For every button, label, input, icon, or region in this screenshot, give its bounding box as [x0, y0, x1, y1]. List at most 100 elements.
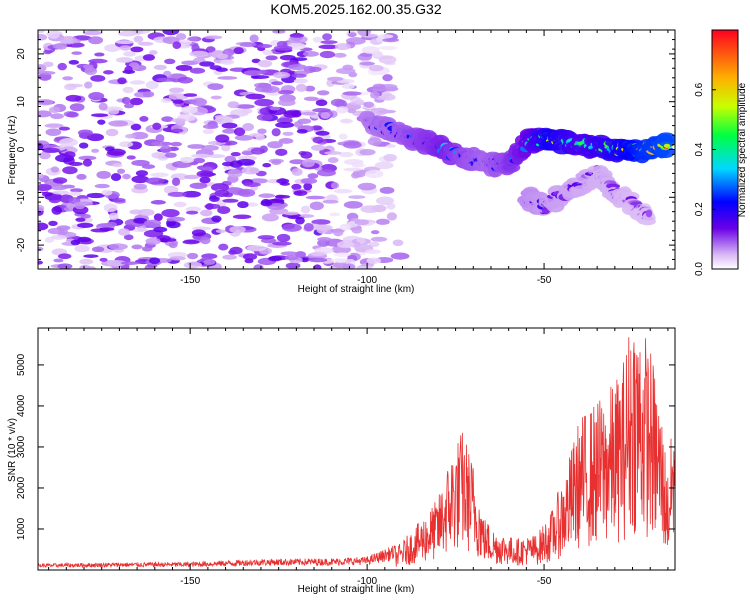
heatmap-cell	[56, 225, 71, 231]
heatmap-cell	[172, 41, 182, 50]
heatmap-cell	[253, 264, 264, 269]
heatmap-cell	[150, 172, 169, 178]
y-tick-label: 2000	[16, 476, 27, 499]
heatmap-cell	[200, 237, 211, 245]
heatmap-cell	[343, 200, 363, 209]
x-tick-label: -50	[537, 576, 552, 587]
heatmap-cell	[151, 141, 168, 147]
heatmap-cell	[262, 49, 273, 56]
heatmap-cell	[265, 55, 278, 61]
heatmap-cell	[84, 67, 98, 76]
heatmap-cell	[169, 87, 185, 93]
heatmap-cell	[375, 196, 395, 206]
heatmap-cell	[117, 168, 126, 174]
heatmap-cell	[199, 61, 215, 67]
heatmap-cell	[204, 35, 223, 40]
heatmap-cell	[142, 91, 155, 98]
heatmap-cell	[312, 36, 323, 43]
heatmap-cell	[275, 122, 295, 129]
heatmap-cell	[338, 133, 348, 140]
heatmap-cell	[282, 131, 294, 136]
heatmap-cell	[317, 236, 332, 242]
heatmap-cell	[295, 216, 305, 225]
heatmap-cell	[293, 78, 308, 84]
heatmap-cell	[246, 245, 267, 252]
heatmap-cell	[62, 166, 78, 175]
heatmap-cell	[52, 177, 68, 184]
heatmap-cell	[122, 173, 131, 180]
heatmap-cell	[153, 64, 167, 70]
heatmap-cell	[250, 147, 265, 155]
x-tick-label: -100	[357, 275, 377, 286]
heatmap-cell	[368, 241, 380, 248]
heatmap-cell	[65, 94, 82, 102]
heatmap-cell	[217, 206, 231, 214]
heatmap-cell	[377, 34, 394, 39]
heatmap-cell	[308, 66, 322, 73]
heatmap-cell	[82, 158, 93, 167]
heatmap-cell	[342, 91, 362, 96]
heatmap-cell	[145, 80, 159, 90]
heatmap-cell	[173, 201, 187, 208]
heatmap-cell	[360, 205, 380, 214]
heatmap-cell	[80, 213, 91, 219]
heatmap-cell	[64, 151, 76, 159]
heatmap-cell	[222, 254, 238, 260]
colorbar-tick-label: 0.6	[694, 82, 705, 96]
y-tick-label: -10	[16, 190, 27, 205]
x-tick-label: -150	[180, 275, 200, 286]
heatmap-cell	[249, 178, 269, 184]
heatmap-cell	[78, 142, 89, 149]
heatmap-cell	[314, 224, 333, 231]
heatmap-cell	[241, 166, 260, 175]
heatmap-cell	[115, 40, 134, 45]
heatmap-cell	[316, 90, 330, 96]
heatmap-cell	[58, 228, 69, 235]
heatmap-cell	[645, 209, 653, 218]
heatmap-cell	[86, 192, 106, 199]
heatmap-cell	[50, 166, 60, 173]
colorbar-tick-label: 0.4	[694, 142, 705, 156]
heatmap-cell	[59, 36, 78, 45]
heatmap-cell	[126, 155, 136, 160]
heatmap-cell	[383, 153, 397, 162]
colorbar-label: Normalized spectral amplitude	[737, 82, 748, 217]
heatmap-cell	[91, 113, 109, 118]
heatmap-cell	[307, 257, 328, 263]
heatmap-cell	[164, 152, 177, 158]
heatmap-cell	[276, 40, 288, 48]
heatmap-cell	[300, 177, 318, 184]
heatmap-cell	[351, 172, 360, 179]
heatmap-cell	[119, 57, 132, 62]
heatmap-cell	[151, 152, 165, 159]
heatmap-cell	[59, 138, 78, 147]
heatmap-cell	[77, 129, 93, 137]
heatmap-cell	[164, 58, 176, 65]
heatmap-cell	[258, 193, 276, 198]
heatmap-cell	[52, 190, 70, 195]
heatmap-cell	[211, 183, 230, 192]
heatmap-cell	[229, 160, 243, 168]
heatmap-cell	[88, 36, 104, 45]
heatmap-cell	[192, 226, 212, 231]
heatmap-cell	[153, 213, 163, 222]
heatmap-cell	[48, 220, 58, 226]
heatmap-cell	[354, 163, 366, 168]
heatmap-cell	[214, 114, 226, 119]
y-tick-label: 5000	[16, 353, 27, 376]
heatmap-cell	[131, 244, 143, 250]
heatmap-cell	[171, 118, 187, 123]
heatmap-cell	[153, 226, 168, 233]
heatmap-cell	[312, 108, 332, 113]
heatmap-cell	[169, 256, 186, 261]
heatmap-cell	[330, 182, 340, 189]
heatmap-cell	[659, 137, 675, 148]
heatmap-cell	[276, 178, 290, 184]
heatmap-cell	[249, 133, 263, 137]
heatmap-cell	[210, 95, 222, 100]
heatmap-cell	[215, 229, 227, 234]
heatmap-cell	[130, 123, 142, 131]
heatmap-cell	[96, 170, 111, 179]
heatmap-cell	[168, 242, 178, 249]
heatmap-cell	[335, 43, 351, 51]
